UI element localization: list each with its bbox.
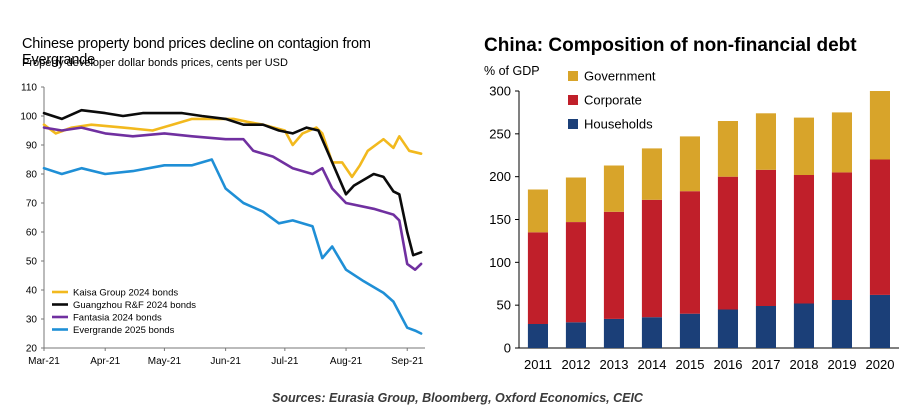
- bond-y-tick-label: 30: [26, 315, 38, 326]
- bond-chart-subtitle: Property developer dollar bonds prices, …: [22, 57, 288, 69]
- debt-stacked-bar-chart: 0 50 100 150 200 250 300 2011 2012 2013 2014 2015 20…: [489, 69, 899, 372]
- debt-y-tick-label: 200: [489, 169, 511, 184]
- debt-bar-segment-corporate: [603, 211, 624, 319]
- debt-y-tick-label: 100: [489, 255, 511, 270]
- sources-footnote: Sources: Eurasia Group, Bloomberg, Oxfor…: [272, 391, 643, 405]
- debt-bar-segment-corporate: [793, 175, 814, 304]
- debt-x-tick-label: 2019: [828, 357, 857, 372]
- debt-bar-segment-households: [641, 317, 662, 348]
- bond-x-tick-label: Sep-21: [391, 356, 424, 367]
- debt-x-tick-label: 2013: [600, 357, 629, 372]
- debt-composition-chart-panel: China: Composition of non-financial debt…: [462, 0, 915, 380]
- debt-x-tick-label: 2012: [562, 357, 591, 372]
- debt-x-tick-label: 2017: [752, 357, 781, 372]
- debt-bar-segment-government: [793, 117, 814, 175]
- debt-bar-segment-households: [603, 318, 624, 348]
- debt-legend-swatch: [568, 71, 578, 81]
- debt-x-tick-label: 2011: [524, 357, 552, 372]
- debt-bar-segment-households: [679, 313, 700, 348]
- debt-legend-swatch: [568, 95, 578, 105]
- bond-x-tick-label: Jul-21: [271, 356, 299, 367]
- bond-y-tick-label: 40: [26, 286, 38, 297]
- debt-x-tick-label: 2014: [638, 357, 667, 372]
- debt-bar-segment-government: [831, 112, 852, 173]
- bond-y-tick-label: 20: [26, 344, 38, 355]
- debt-bar-segment-corporate: [565, 222, 586, 323]
- bond-x-tick-label: Apr-21: [90, 356, 120, 367]
- bond-x-tick-label: Jun-21: [210, 356, 241, 367]
- debt-y-tick-label: 0: [504, 341, 511, 356]
- debt-bar-segment-government: [755, 113, 776, 170]
- bond-y-tick-label: 90: [26, 141, 38, 152]
- debt-bar-segment-government: [603, 165, 624, 212]
- bond-series-line-0: [42, 117, 423, 179]
- debt-x-tick-label: 2020: [866, 357, 895, 372]
- debt-bar-segment-households: [755, 306, 776, 348]
- debt-y-tick-label: 300: [489, 84, 511, 99]
- debt-bar-segment-corporate: [755, 169, 776, 306]
- debt-bar-segment-corporate: [641, 199, 662, 318]
- debt-bar-segment-households: [565, 322, 586, 348]
- debt-legend-label: Government: [584, 69, 656, 84]
- bond-y-tick-label: 50: [26, 257, 38, 268]
- bond-legend-label: Evergrande 2025 bonds: [73, 325, 175, 336]
- bond-legend-label: Kaisa Group 2024 bonds: [73, 288, 178, 299]
- debt-bar-segment-corporate: [717, 176, 738, 310]
- bond-price-chart-panel: Chinese property bond prices decline on …: [0, 0, 440, 380]
- debt-bar-segment-households: [869, 294, 890, 348]
- bond-series-line-1: [42, 108, 423, 257]
- debt-y-tick-label: 50: [497, 298, 511, 313]
- debt-bar-segment-corporate: [869, 159, 890, 295]
- bond-y-tick-label: 110: [21, 83, 37, 94]
- bond-legend-label: Guangzhou R&F 2024 bonds: [73, 300, 196, 311]
- debt-legend-label: Corporate: [584, 93, 642, 108]
- debt-chart-title: China: Composition of non-financial debt: [484, 35, 857, 56]
- debt-x-tick-label: 2016: [714, 357, 743, 372]
- bond-x-tick-label: May-21: [148, 356, 182, 367]
- bond-y-tick-label: 100: [20, 112, 37, 123]
- bond-x-tick-label: Mar-21: [28, 356, 60, 367]
- debt-y-tick-label: 250: [489, 126, 511, 141]
- bond-y-tick-label: 60: [26, 228, 38, 239]
- bond-series-line-2: [42, 126, 423, 272]
- debt-legend-swatch: [568, 119, 578, 129]
- debt-bar-segment-government: [869, 91, 890, 160]
- debt-bar-segment-households: [831, 300, 852, 348]
- debt-bar-segment-corporate: [527, 232, 548, 324]
- debt-bar-segment-government: [641, 148, 662, 200]
- debt-chart-ylabel: % of GDP: [484, 64, 540, 78]
- debt-bar-segment-households: [527, 324, 548, 348]
- debt-bar-segment-government: [565, 177, 586, 222]
- debt-x-tick-label: 2018: [790, 357, 819, 372]
- bond-y-tick-label: 80: [26, 170, 38, 181]
- bond-series-line-3: [42, 158, 423, 335]
- bond-chart-title: Chinese property bond prices decline on …: [22, 36, 371, 68]
- debt-legend-label: Households: [584, 117, 653, 132]
- bond-x-tick-label: Aug-21: [330, 356, 363, 367]
- debt-x-tick-label: 2015: [676, 357, 705, 372]
- debt-bar-segment-households: [717, 309, 738, 348]
- debt-bar-segment-households: [793, 303, 814, 348]
- debt-bar-segment-corporate: [831, 172, 852, 300]
- debt-bar-segment-government: [717, 121, 738, 177]
- debt-bar-segment-government: [527, 189, 548, 233]
- bond-legend-label: Fantasia 2024 bonds: [73, 313, 162, 324]
- bond-price-line-chart: 20 30 40 50 60 70 80 90 100 110 Mar-21 Apr-21 May-21…: [20, 83, 425, 367]
- bond-y-tick-label: 70: [26, 199, 38, 210]
- debt-bar-segment-government: [679, 136, 700, 192]
- debt-y-tick-label: 150: [489, 212, 511, 227]
- debt-bar-segment-corporate: [679, 191, 700, 314]
